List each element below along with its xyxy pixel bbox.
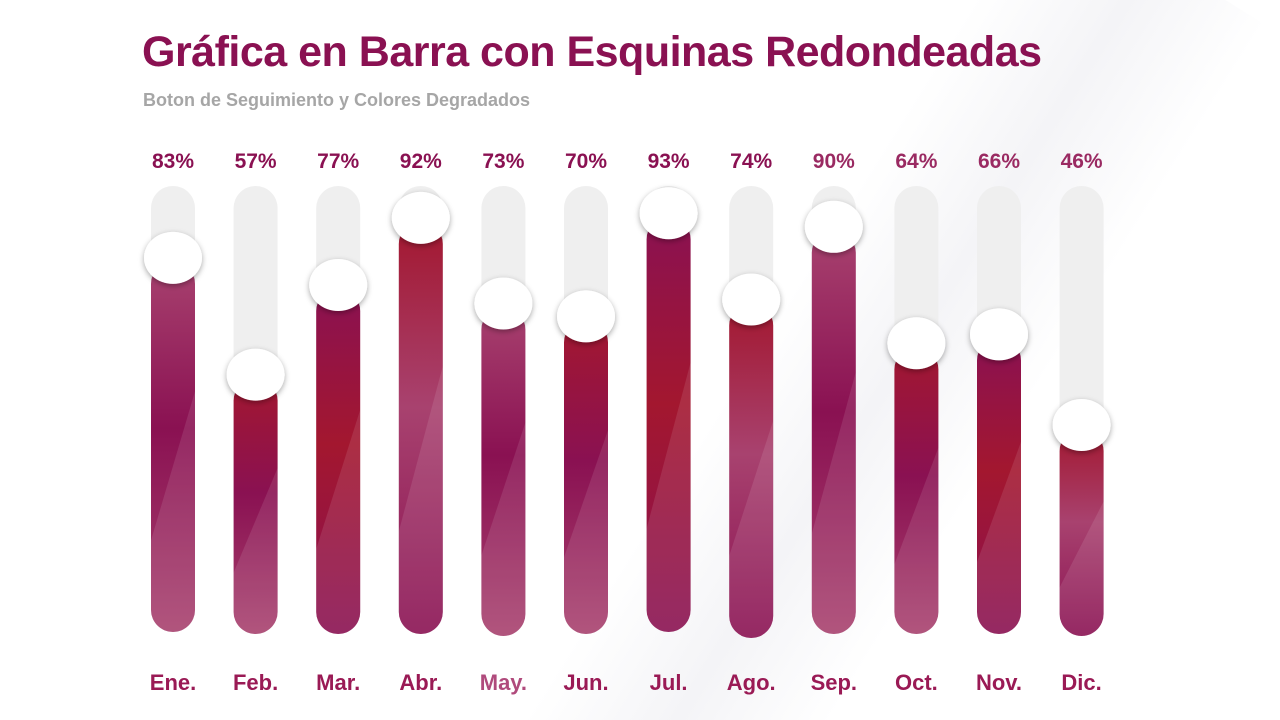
- bar-value: [564, 320, 608, 634]
- value-label: 74%: [730, 150, 772, 173]
- bar-highlight: [481, 422, 526, 636]
- category-label: Abr.: [399, 670, 442, 695]
- value-label: 93%: [648, 150, 690, 173]
- category-label: Oct.: [895, 670, 938, 695]
- category-label: Ago.: [727, 670, 776, 695]
- bar-value: [481, 307, 526, 636]
- bar-value: [646, 217, 691, 632]
- tracking-knob[interactable]: [722, 273, 781, 326]
- category-label: Nov.: [976, 670, 1022, 695]
- bar-highlight: [977, 441, 1021, 634]
- category-label: May.: [480, 670, 527, 695]
- bar-highlight: [398, 366, 443, 634]
- value-label: 64%: [895, 150, 937, 173]
- tracking-knob[interactable]: [639, 187, 698, 240]
- tracking-knob[interactable]: [144, 231, 202, 284]
- tracking-knob[interactable]: [970, 308, 1028, 361]
- tracking-knob[interactable]: [309, 259, 368, 312]
- chart-title: Gráfica en Barra con Esquinas Redondeada…: [142, 28, 1042, 76]
- tracking-knob[interactable]: [1052, 399, 1111, 451]
- category-label: Dic.: [1061, 670, 1101, 695]
- value-label: 46%: [1061, 150, 1103, 173]
- bar-value: [233, 378, 278, 634]
- bar-value: [811, 230, 856, 635]
- bar-highlight: [316, 409, 361, 634]
- bar-highlight: [894, 447, 939, 634]
- value-label: 90%: [813, 150, 855, 173]
- bar-highlight: [151, 391, 195, 632]
- bar-highlight: [811, 371, 856, 635]
- bar-highlight: [233, 468, 278, 635]
- value-label: 57%: [235, 150, 277, 173]
- bar-value: [894, 347, 939, 634]
- bar-value: [1059, 429, 1104, 636]
- value-label: 77%: [317, 150, 359, 173]
- bar-value: [398, 221, 443, 634]
- tracking-knob[interactable]: [226, 348, 285, 401]
- tracking-knob[interactable]: [557, 290, 615, 343]
- bar-highlight: [1059, 501, 1104, 636]
- category-label: Jul.: [650, 670, 688, 695]
- tracking-knob[interactable]: [804, 200, 863, 253]
- value-label: 66%: [978, 150, 1020, 173]
- tracking-knob[interactable]: [474, 277, 533, 330]
- bar-highlight: [646, 362, 691, 632]
- value-label: 83%: [152, 150, 194, 173]
- bar-value: [977, 338, 1021, 634]
- tracking-knob[interactable]: [391, 191, 450, 244]
- bar-value: [151, 261, 195, 632]
- bar-highlight: [729, 420, 774, 638]
- category-label: Sep.: [811, 670, 857, 695]
- value-label: 92%: [400, 150, 442, 173]
- value-label: 73%: [482, 150, 524, 173]
- bar-value: [316, 289, 361, 634]
- bar-value: [729, 303, 774, 638]
- category-label: Mar.: [316, 670, 360, 695]
- category-label: Jun.: [563, 670, 608, 695]
- tracking-knob[interactable]: [887, 317, 946, 370]
- bar-highlight: [564, 430, 608, 634]
- chart-subtitle: Boton de Seguimiento y Colores Degradado…: [143, 90, 531, 110]
- category-label: Feb.: [233, 670, 278, 695]
- category-label: Ene.: [150, 670, 196, 695]
- value-label: 70%: [565, 150, 607, 173]
